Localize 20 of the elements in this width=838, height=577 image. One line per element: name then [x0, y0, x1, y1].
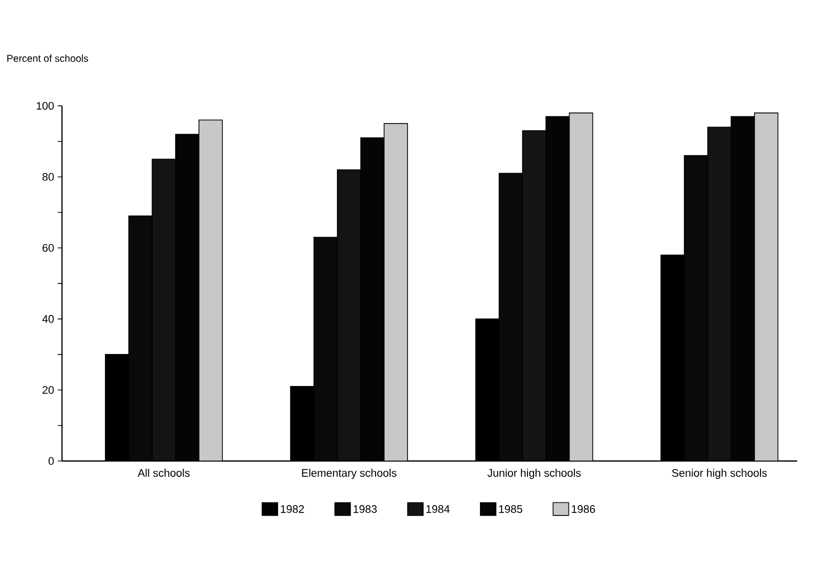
y-tick-label: 20 — [42, 386, 54, 394]
legend-label: 1985 — [499, 505, 522, 513]
y-tick-label: 60 — [42, 244, 54, 252]
x-tick-label: Elementary schools — [302, 468, 396, 479]
bar — [754, 112, 778, 461]
bar — [568, 112, 594, 461]
x-tick-label: Junior high schools — [487, 468, 581, 479]
x-tick-label: All schools — [138, 468, 190, 477]
y-tick-label: 100 — [36, 102, 54, 110]
legend-label: 1984 — [426, 505, 450, 513]
y-tick-label: 0 — [48, 457, 54, 465]
legend-label: 1982 — [280, 505, 304, 513]
bar — [198, 120, 223, 461]
legend-label: 1983 — [354, 505, 377, 513]
x-tick-label: Senior high schools — [672, 468, 767, 479]
y-tick-label: 40 — [42, 315, 54, 323]
y-axis-title: Percent of schools — [7, 54, 88, 62]
legend-label: 1986 — [572, 505, 595, 513]
y-tick-label: 80 — [42, 172, 54, 181]
bar — [384, 123, 408, 461]
